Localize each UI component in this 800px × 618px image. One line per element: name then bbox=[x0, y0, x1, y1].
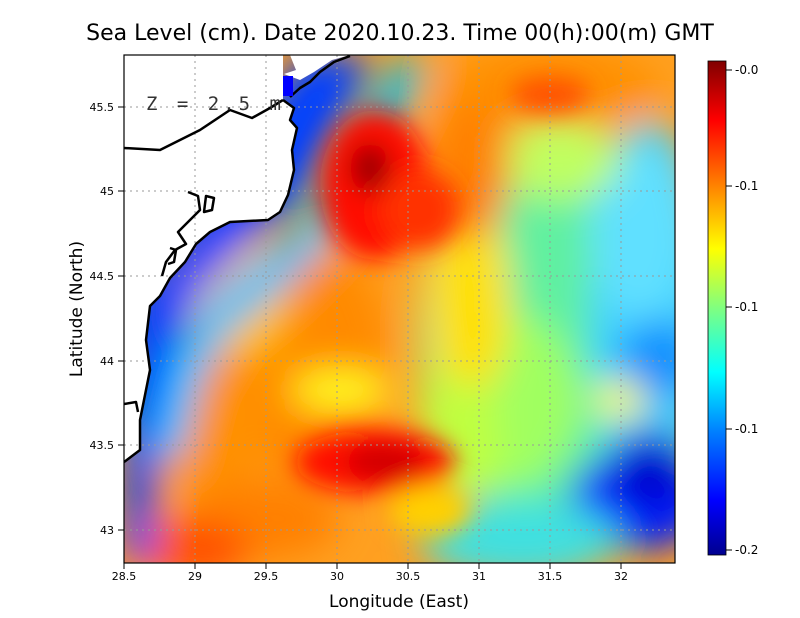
y-axis-ticks bbox=[118, 107, 124, 530]
colorbar-label: -0.0 bbox=[735, 63, 758, 77]
y-tick-label: 44 bbox=[100, 355, 114, 368]
x-tick-label: 30 bbox=[330, 570, 344, 583]
x-axis-tick-labels: 28.5 29 29.5 30 30.5 31 31.5 32 bbox=[112, 570, 628, 583]
colorbar-ticks bbox=[726, 70, 732, 550]
y-tick-label: 43 bbox=[100, 524, 114, 537]
colorbar-label: -0.1 bbox=[735, 422, 758, 436]
depth-label: Z = 2.5 m bbox=[146, 93, 285, 115]
x-tick-label: 29 bbox=[188, 570, 202, 583]
colorbar-label: -0.1 bbox=[735, 179, 758, 193]
map-title: Sea Level (cm). Date 2020.10.23. Time 00… bbox=[86, 21, 714, 46]
x-tick-label: 31.5 bbox=[538, 570, 563, 583]
colorbar-gradient bbox=[708, 61, 726, 555]
x-tick-label: 30.5 bbox=[396, 570, 421, 583]
y-tick-label: 45 bbox=[100, 185, 114, 198]
colorbar-label: -0.2 bbox=[735, 543, 758, 557]
y-tick-label: 44.5 bbox=[90, 270, 115, 283]
y-tick-label: 43.5 bbox=[90, 439, 115, 452]
y-axis-label: Latitude (North) bbox=[67, 241, 87, 377]
colorbar-label: -0.1 bbox=[735, 300, 758, 314]
colorbar: -0.0 -0.1 -0.1 -0.1 -0.2 bbox=[708, 61, 758, 557]
sea-level-map-figure: Sea Level (cm). Date 2020.10.23. Time 00… bbox=[0, 0, 800, 618]
x-tick-label: 28.5 bbox=[112, 570, 137, 583]
y-axis-tick-labels: 45.5 45 44.5 44 43.5 43 bbox=[90, 101, 115, 537]
x-tick-label: 29.5 bbox=[254, 570, 279, 583]
x-axis-label: Longitude (East) bbox=[329, 592, 469, 612]
x-axis-ticks bbox=[124, 563, 621, 569]
y-tick-label: 45.5 bbox=[90, 101, 115, 114]
x-tick-label: 32 bbox=[614, 570, 628, 583]
map-plot-area: Z = 2.5 m bbox=[124, 45, 710, 580]
x-tick-label: 31 bbox=[472, 570, 486, 583]
